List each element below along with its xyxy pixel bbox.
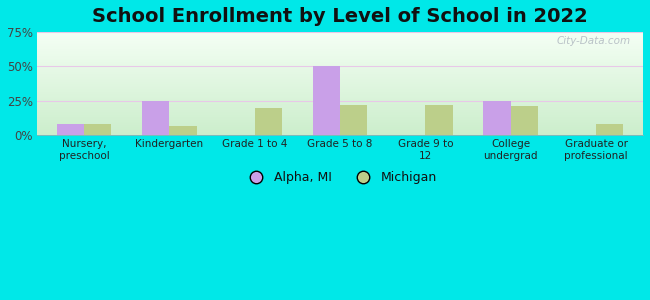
Text: City-Data.com: City-Data.com xyxy=(557,36,631,46)
Legend: Alpha, MI, Michigan: Alpha, MI, Michigan xyxy=(239,166,441,189)
Bar xyxy=(511,106,538,135)
Title: School Enrollment by Level of School in 2022: School Enrollment by Level of School in … xyxy=(92,7,588,26)
Bar xyxy=(340,105,367,135)
Bar xyxy=(596,124,623,135)
Bar xyxy=(170,126,197,135)
Bar xyxy=(142,101,170,135)
Bar xyxy=(313,66,340,135)
Bar xyxy=(84,124,111,135)
Bar xyxy=(255,108,282,135)
Bar xyxy=(426,105,453,135)
Bar xyxy=(57,124,84,135)
Bar xyxy=(484,101,511,135)
